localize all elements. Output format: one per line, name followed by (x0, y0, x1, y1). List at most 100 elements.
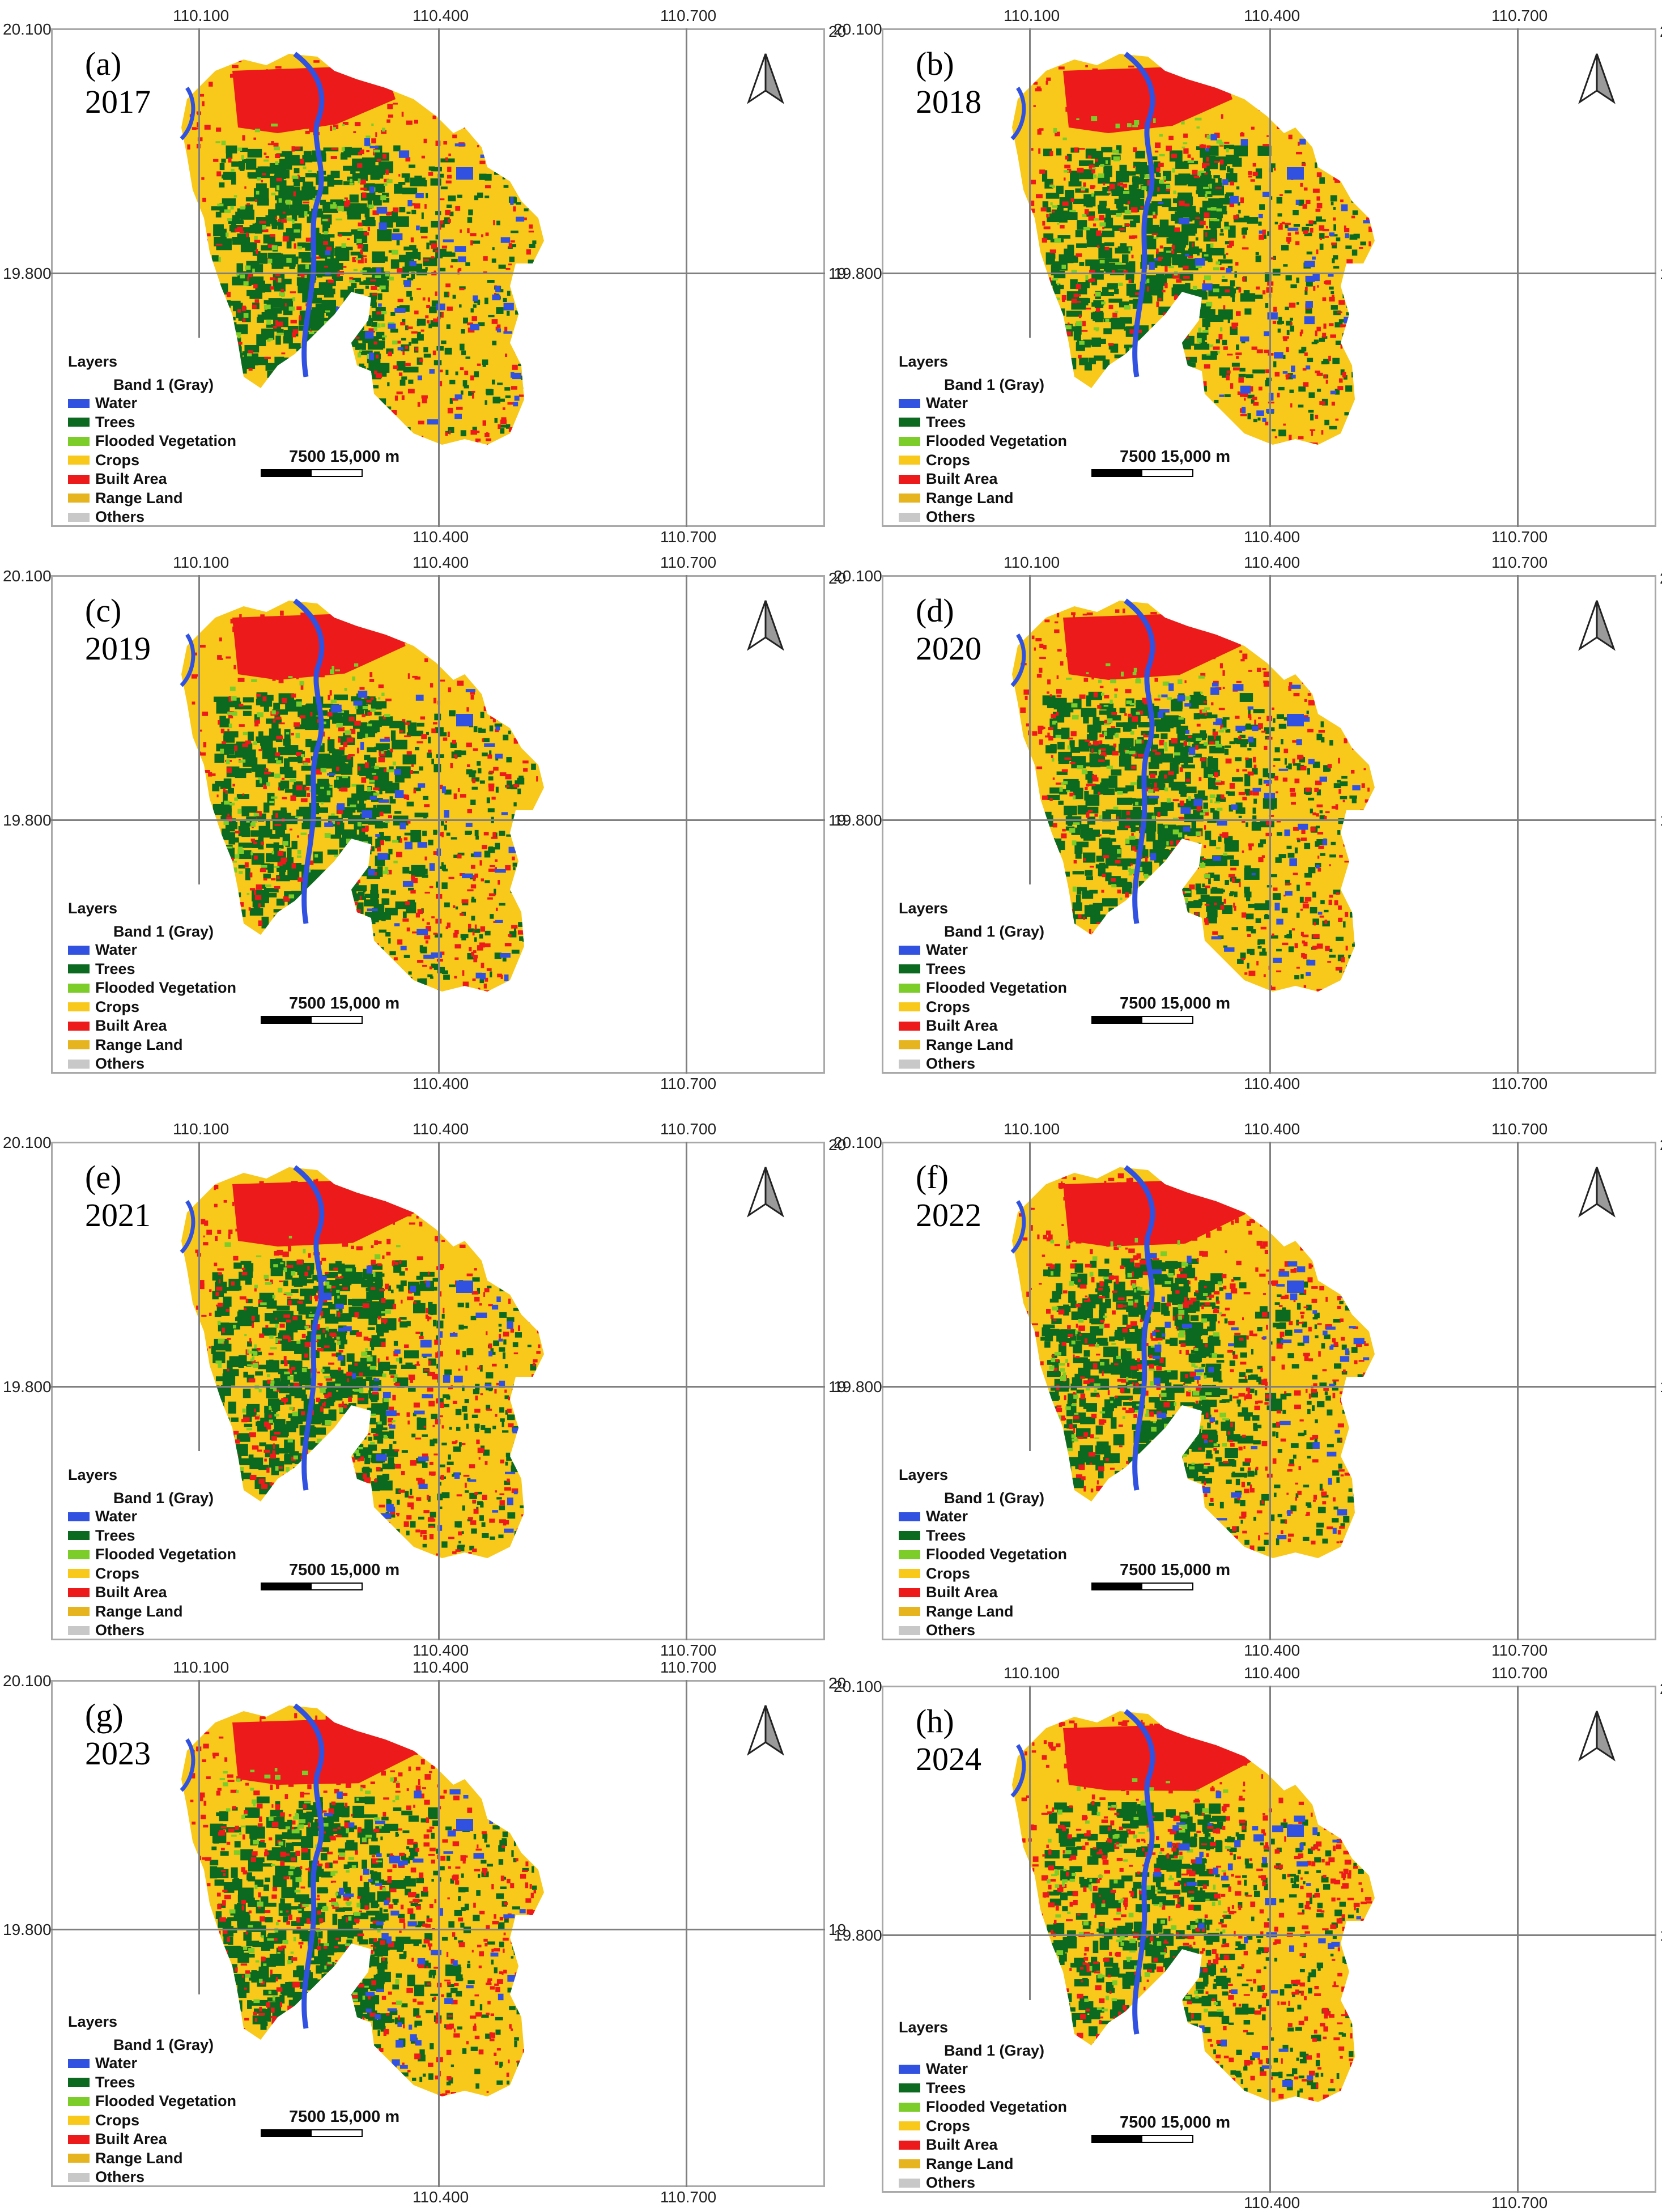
tick-label-bottom: 110.400 (413, 1075, 469, 1093)
grid-line (438, 1680, 440, 2187)
scale-segment (1091, 1583, 1142, 1590)
legend-label: Flooded Vegetation (95, 980, 236, 996)
land-cover-map (978, 1705, 1579, 2159)
panel-year: 2022 (916, 1197, 981, 1235)
legend-band-label: Band 1 (Gray) (944, 1491, 1067, 1506)
legend-swatch (68, 437, 90, 446)
legend-item: Water (899, 2060, 1067, 2079)
legend-item: Trees (899, 2079, 1067, 2098)
legend-label: Crops (926, 2119, 970, 2134)
scale-segment (311, 1583, 363, 1590)
legend-swatch (68, 418, 90, 427)
legend-label: Crops (95, 2113, 139, 2128)
legend-label: Range Land (95, 2151, 183, 2166)
legend-item: Flooded Vegetation (899, 2098, 1067, 2117)
legend-item: Range Land (899, 1036, 1067, 1055)
legend-title: Layers (68, 901, 236, 916)
tick-label-top: 110.100 (1004, 1664, 1060, 1682)
legend-swatch (68, 1002, 90, 1011)
north-arrow-icon (1574, 1708, 1620, 1765)
legend-band-label: Band 1 (Gray) (944, 924, 1067, 939)
legend-label: Flooded Vegetation (95, 433, 236, 449)
legend-swatch (899, 1588, 920, 1597)
scale-bar: 7500 15,000 m (261, 1561, 374, 1595)
tick-label-top: 110.400 (1244, 1664, 1300, 1682)
legend-swatch (899, 494, 920, 503)
legend-item: Water (68, 2054, 236, 2073)
legend-swatch (899, 418, 920, 427)
tick-label-top: 110.700 (1491, 7, 1548, 25)
grid-line (438, 28, 440, 527)
legend-band-label: Band 1 (Gray) (113, 924, 236, 939)
tick-label-top: 110.100 (173, 1120, 229, 1138)
scale-label: 7500 15,000 m (289, 994, 399, 1013)
tick-label-bottom: 110.400 (413, 528, 469, 546)
legend-label: Crops (95, 1566, 139, 1581)
legend-item: Built Area (68, 1016, 236, 1036)
legend-swatch (899, 2083, 920, 2092)
legend-item: Built Area (899, 2136, 1067, 2155)
legend-label: Trees (95, 1528, 135, 1543)
legend-item: Flooded Vegetation (899, 432, 1067, 451)
legend-label: Others (95, 2170, 144, 2185)
scale-segment (1141, 1583, 1193, 1590)
legend-label: Range Land (95, 491, 183, 506)
scale-segment (261, 1583, 312, 1590)
legend-label: Range Land (95, 1037, 183, 1053)
legend-swatch (68, 2059, 90, 2068)
legend-item: Others (68, 1054, 236, 1074)
grid-line (1029, 28, 1031, 338)
legend-item: Crops (68, 451, 236, 470)
legend-item: Crops (899, 451, 1067, 470)
legend-label: Flooded Vegetation (926, 980, 1067, 996)
tick-label-bottom: 110.400 (1244, 2194, 1300, 2212)
panel-letter: (a) (85, 45, 151, 83)
tick-label-top: 110.700 (1491, 554, 1548, 572)
grid-line (1269, 28, 1271, 527)
grid-line (686, 1680, 687, 2187)
scale-bar: 7500 15,000 m (261, 448, 374, 482)
legend-item: Water (68, 394, 236, 413)
legend-item: Trees (899, 1526, 1067, 1546)
land-cover-map (147, 1162, 748, 1615)
legend-item: Trees (899, 413, 1067, 432)
legend-item: Built Area (68, 470, 236, 489)
legend-label: Trees (926, 962, 966, 977)
tick-label-bottom: 110.400 (413, 2188, 469, 2206)
legend-label: Flooded Vegetation (926, 433, 1067, 449)
panel-label: (d)2020 (916, 592, 981, 667)
scale-label: 7500 15,000 m (1120, 1561, 1230, 1580)
legend-title: Layers (899, 1467, 1067, 1483)
legend-item: Crops (899, 2117, 1067, 2136)
legend-band-label: Band 1 (Gray) (113, 1491, 236, 1506)
legend-label: Trees (926, 415, 966, 430)
panel-label: (b)2018 (916, 45, 981, 121)
legend-swatch (899, 1607, 920, 1616)
scale-label: 7500 15,000 m (1120, 2113, 1230, 2132)
panel-year: 2017 (85, 83, 151, 121)
tick-label-top: 110.400 (413, 1120, 469, 1138)
legend-swatch (68, 984, 90, 993)
legend-band-label: Band 1 (Gray) (113, 377, 236, 393)
legend-swatch (899, 399, 920, 408)
legend-label: Built Area (95, 2132, 167, 2147)
grid-line (438, 1142, 440, 1640)
legend-label: Crops (926, 453, 970, 468)
grid-line (198, 1142, 200, 1451)
north-arrow-icon (1574, 51, 1620, 108)
north-arrow-icon (1574, 598, 1620, 654)
tick-label-right-top: 20 (1660, 569, 1662, 588)
legend-item: Water (899, 1507, 1067, 1526)
tick-label-left-mid: 19.800 (3, 265, 52, 283)
legend-label: Crops (926, 1566, 970, 1581)
scale-bar: 7500 15,000 m (261, 994, 374, 1028)
tick-label-left-mid: 19.800 (834, 811, 882, 829)
tick-label-top: 110.400 (1244, 554, 1300, 572)
